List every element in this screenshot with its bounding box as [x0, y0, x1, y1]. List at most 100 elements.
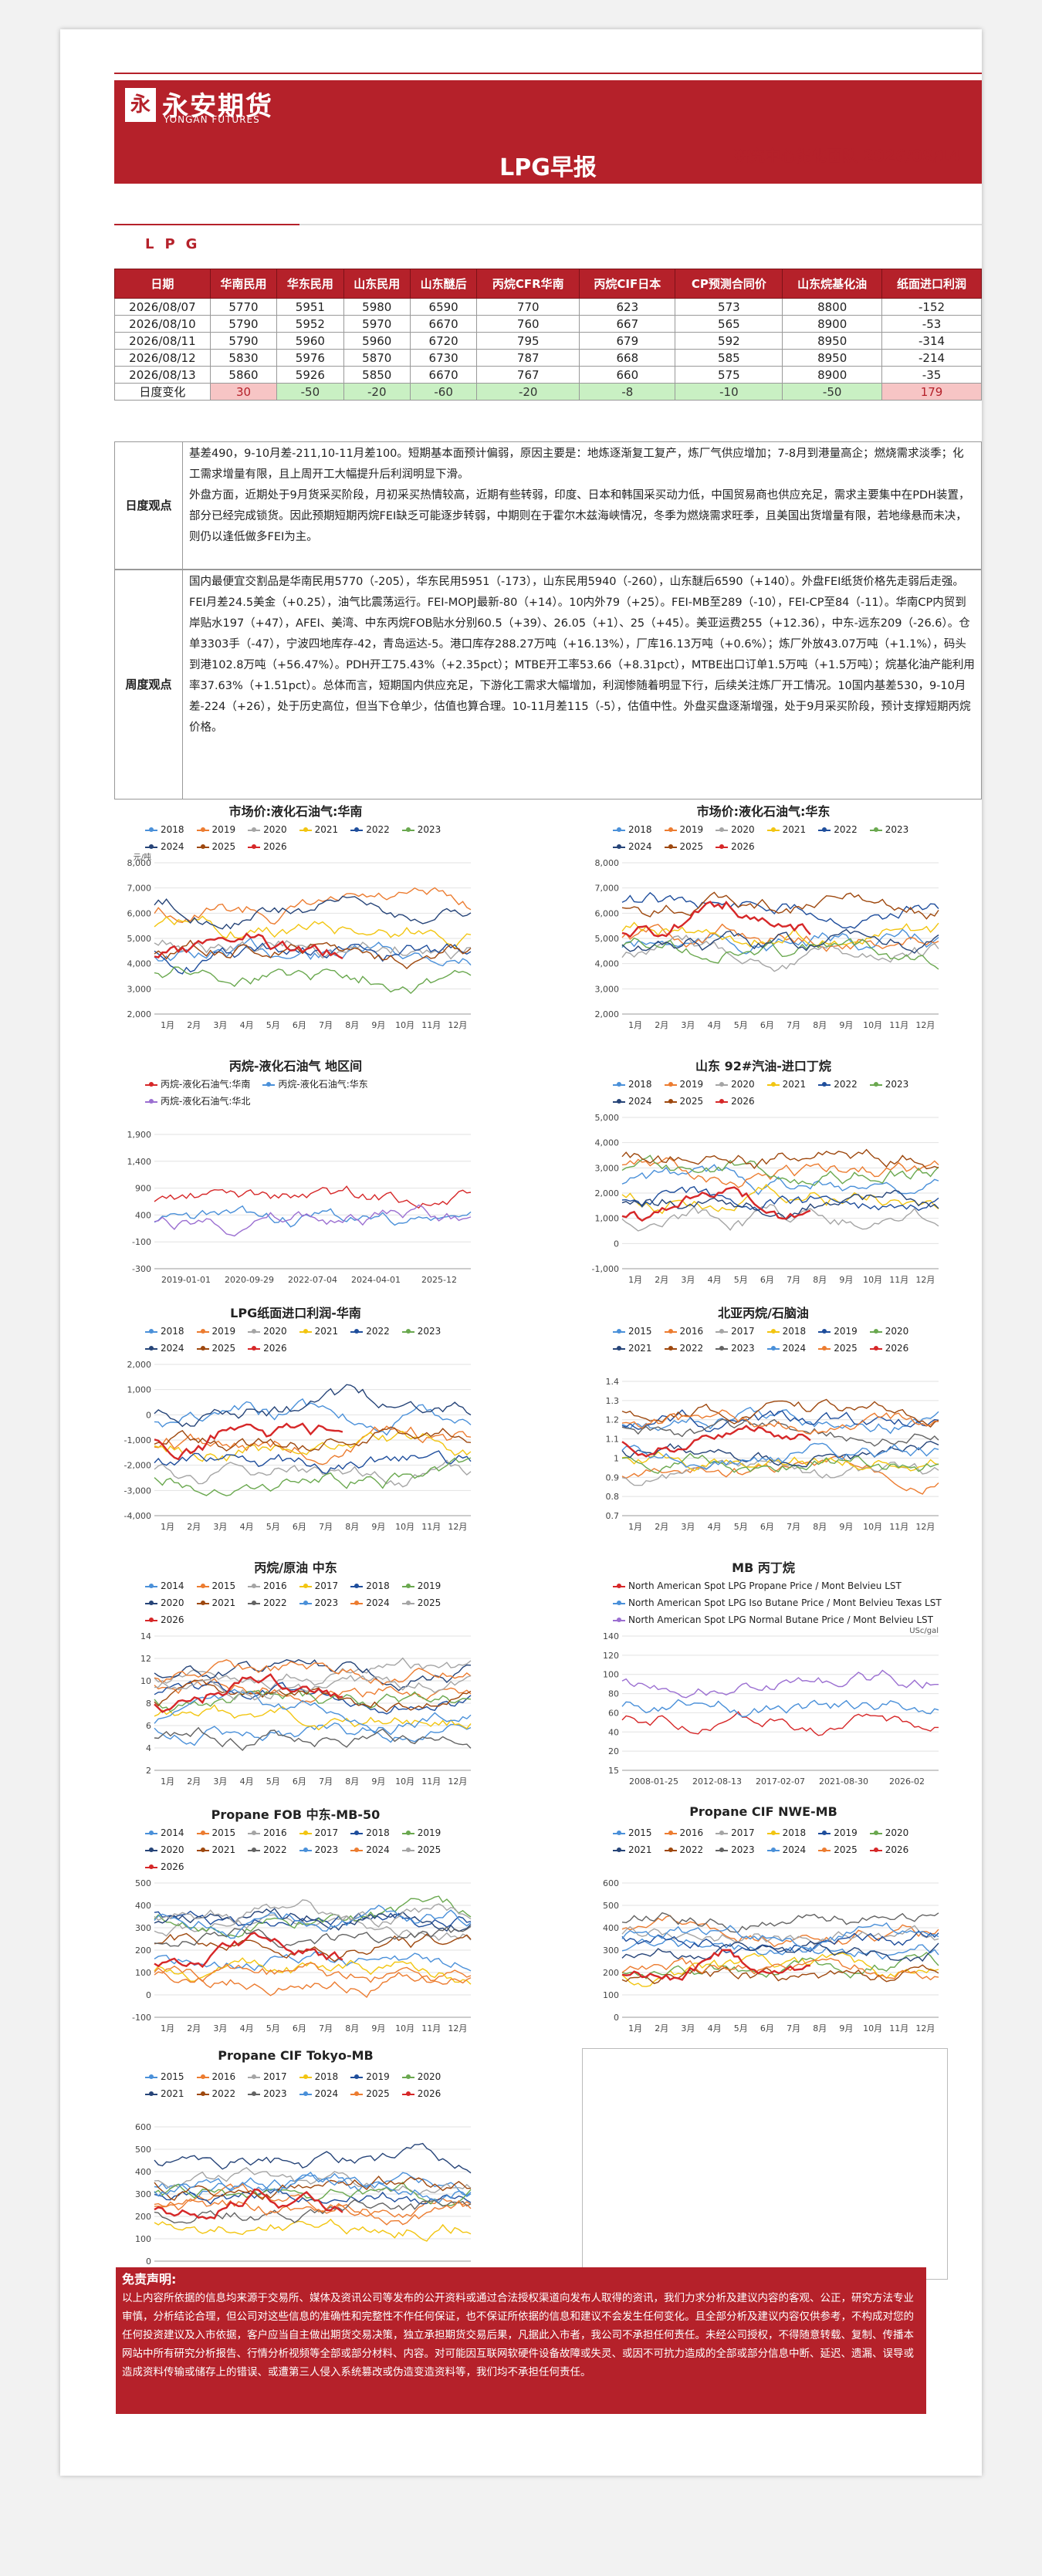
- legend-label: 2023: [314, 1597, 339, 1608]
- change-cell: 179: [881, 383, 982, 401]
- legend-item: 2023: [716, 1340, 755, 1357]
- series-line: [621, 1442, 939, 1470]
- legend-swatch: [401, 1583, 414, 1588]
- x-tick-label: 11月: [889, 1275, 908, 1285]
- table-cell: 5850: [343, 366, 411, 384]
- report-page: 永 永安期货 YONGAN FUTURES LPG早报 研究中心能化团队 202…: [60, 29, 982, 2476]
- legend-label: 2019: [366, 2071, 390, 2082]
- legend-item: 2020: [869, 1323, 908, 1340]
- series-line: [621, 1157, 939, 1188]
- series-line: [154, 1185, 472, 1209]
- legend-swatch: [664, 1847, 677, 1852]
- legend-label: 2023: [731, 1343, 755, 1354]
- legend-label: 2019: [211, 824, 236, 835]
- change-label: 日度变化: [114, 383, 211, 401]
- legend-swatch: [716, 843, 729, 849]
- table-col-header: 山东烷基化油: [782, 269, 883, 299]
- legend-item: 2026: [145, 1611, 184, 1628]
- legend-item: 2014: [145, 1824, 184, 1841]
- y-tick-label: 1: [614, 1453, 619, 1463]
- legend-swatch: [350, 1847, 364, 1852]
- legend-item: 2022: [350, 821, 390, 838]
- table-cell: 5870: [343, 349, 411, 367]
- x-tick-label: 3月: [681, 1020, 695, 1030]
- series-line: [621, 1451, 939, 1472]
- legend-swatch: [401, 1600, 414, 1605]
- legend-label: 2020: [731, 1079, 755, 1090]
- legend-swatch: [248, 1600, 261, 1605]
- series-line: [621, 1949, 810, 1981]
- legend-item: 2020: [248, 821, 287, 838]
- legend-item: 2023: [299, 1841, 338, 1858]
- series-line: [154, 942, 472, 975]
- legend-label: 2014: [161, 1827, 184, 1838]
- y-tick-label: -300: [132, 1264, 151, 1274]
- legend-label: 2020: [731, 824, 755, 835]
- legend-swatch: [196, 1830, 209, 1835]
- legend-item: 2018: [145, 821, 184, 838]
- legend-swatch: [613, 1345, 625, 1351]
- x-tick-label: 7月: [319, 2023, 333, 2033]
- legend-item: 2015: [196, 1824, 235, 1841]
- series-line: [621, 1957, 939, 1981]
- x-tick-label: 12月: [448, 2023, 467, 2033]
- y-tick-label: 1,000: [595, 1214, 620, 1224]
- legend-swatch: [196, 1847, 209, 1852]
- table-cell: 2026/08/10: [114, 315, 211, 333]
- x-tick-label: 8月: [813, 1020, 827, 1030]
- table-col-header: CP预测合同价: [675, 269, 783, 299]
- change-cell: -10: [675, 383, 783, 401]
- x-tick-label: 1月: [161, 1522, 174, 1532]
- x-tick-label: 10月: [863, 1275, 882, 1285]
- legend-item: 2017: [299, 1824, 338, 1841]
- legend-label: 2024: [366, 1844, 390, 1855]
- legend-label: 丙烷-液化石油气:华东: [278, 1079, 368, 1090]
- legend-item: 2015: [613, 1824, 652, 1841]
- table-cell: -314: [881, 332, 982, 350]
- legend-label: 2015: [211, 1580, 236, 1591]
- legend-label: 2024: [628, 1096, 652, 1107]
- table-col-header: 日期: [114, 269, 211, 299]
- series-line: [621, 1398, 939, 1428]
- legend-swatch: [613, 843, 625, 849]
- legend-swatch: [350, 827, 364, 832]
- legend-item: 2018: [613, 821, 652, 838]
- x-tick-label: 12月: [448, 1776, 467, 1787]
- series-line: [621, 1669, 939, 1699]
- legend-label: 2018: [366, 1580, 390, 1591]
- legend-swatch: [766, 1847, 780, 1852]
- y-tick-label: 900: [135, 1184, 151, 1194]
- legend-label: 2020: [161, 1597, 184, 1608]
- legend-swatch: [401, 1830, 414, 1835]
- series-line: [154, 1908, 472, 1932]
- y-tick-label: -100: [132, 1237, 151, 1247]
- y-tick-label: 4: [146, 1743, 151, 1753]
- change-row: 日度变化 30 -50 -20 -60 -20 -8 -10 -50 179: [114, 383, 982, 401]
- legend-label: 2021: [211, 1597, 236, 1608]
- legend-item: 2022: [664, 1841, 703, 1858]
- y-tick-label: 1.1: [606, 1435, 620, 1445]
- legend-swatch: [818, 1830, 831, 1835]
- legend-label: 2025: [417, 1597, 441, 1608]
- series-line: [621, 921, 939, 948]
- x-tick-label: 2月: [187, 1020, 201, 1030]
- legend-label: 2020: [885, 1827, 909, 1838]
- legend-item: 2024: [350, 1841, 390, 1858]
- legend-item: 2021: [299, 1323, 338, 1340]
- legend-swatch: [664, 827, 677, 832]
- series-line: [621, 891, 939, 929]
- x-tick-label: 9月: [839, 2023, 853, 2033]
- legend-label: 2017: [263, 2071, 287, 2082]
- x-tick-label: 1月: [161, 1020, 174, 1030]
- series-line: [154, 1932, 472, 1962]
- y-tick-label: 20: [608, 1746, 619, 1756]
- table-col-header: 丙烷CFR华南: [476, 269, 580, 299]
- x-tick-label: 8月: [813, 1275, 827, 1285]
- x-tick-label: 9月: [371, 2023, 385, 2033]
- chart: Propane CIF NWE-MB 2015 2016 2017 2018 2019 20…: [582, 1804, 945, 2037]
- legend-swatch: [716, 1847, 729, 1852]
- y-tick-label: 600: [135, 2122, 151, 2132]
- table-cell: 5830: [209, 349, 278, 367]
- legend-item: 2024: [299, 2085, 338, 2102]
- table-row: 2026/08/07 5770 5951 5980 6590 770 623 573 8800-…: [114, 298, 982, 316]
